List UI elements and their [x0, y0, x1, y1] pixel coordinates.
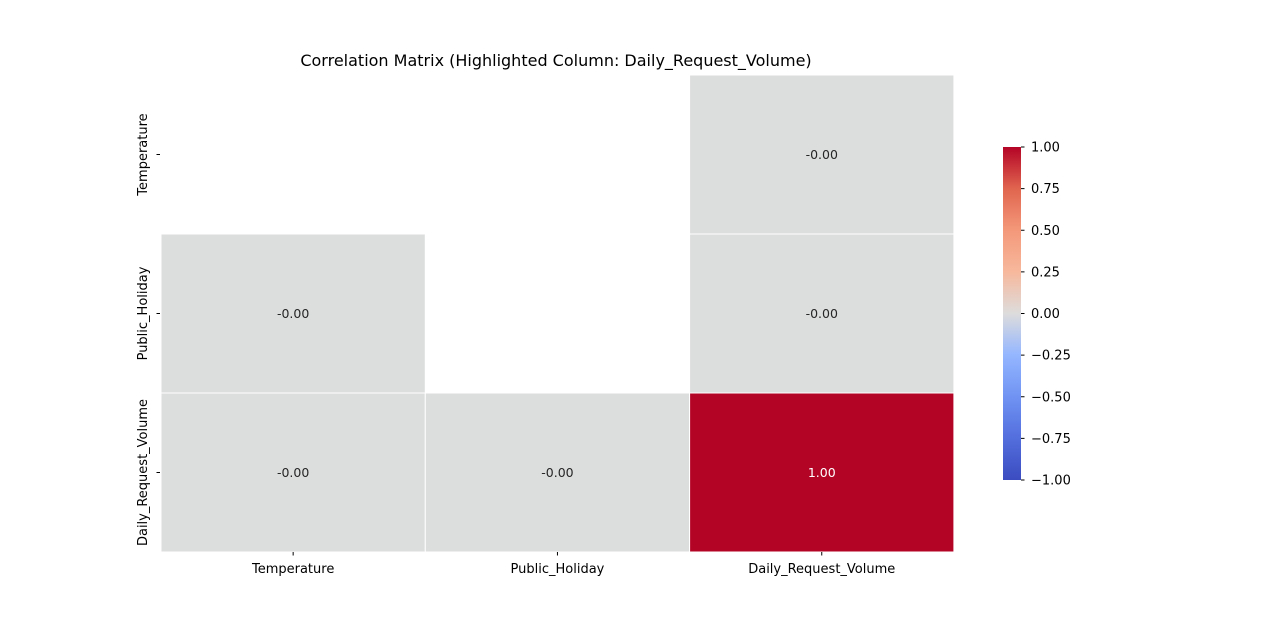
cell-value-label: -0.00 [277, 306, 309, 321]
heatmap-cells: -0.00 -0.00 -0.00 -0.00 -0.00 1.00 [160, 74, 955, 553]
colorbar-gradient [1003, 147, 1021, 480]
colorbar-tick-label: 0.25 [1031, 265, 1060, 280]
x-tick-label: Temperature [251, 562, 334, 577]
colorbar-tick-label: 0.50 [1031, 224, 1060, 239]
heatmap-cell [689, 74, 955, 235]
cell-value-label: -0.00 [277, 465, 309, 480]
colorbar-tick-label: 0.75 [1031, 182, 1060, 197]
colorbar-tick-label: −1.00 [1031, 474, 1071, 489]
colorbar: 1.00 0.75 0.50 0.25 0.00 −0.25 −0.50 −0.75 −1.00 [1003, 141, 1071, 489]
colorbar-tick-label: −0.50 [1031, 390, 1071, 405]
cell-value-label: -0.00 [541, 465, 573, 480]
cell-value-label: -0.00 [806, 147, 838, 162]
colorbar-tick-label: −0.75 [1031, 432, 1071, 447]
y-tick-label: Public_Holiday [136, 266, 151, 360]
cell-value-label: -0.00 [806, 306, 838, 321]
cell-value-label: 1.00 [808, 465, 836, 480]
heatmap-cell [689, 392, 955, 553]
heatmap-cell [424, 392, 691, 553]
colorbar-tick-label: 0.00 [1031, 307, 1060, 322]
chart-title: Correlation Matrix (Highlighted Column: … [300, 51, 811, 71]
y-axis: Temperature Public_Holiday Daily_Request_V… [136, 113, 160, 546]
heatmap-cell [160, 233, 426, 394]
colorbar-tick-label: −0.25 [1031, 349, 1071, 364]
y-tick-label: Daily_Request_Volume [136, 399, 151, 546]
heatmap-cell [689, 233, 955, 394]
x-tick-label: Public_Holiday [511, 562, 605, 577]
y-tick-label: Temperature [136, 113, 151, 196]
colorbar-tick-label: 1.00 [1031, 141, 1060, 156]
x-axis: Temperature Public_Holiday Daily_Request_V… [251, 552, 895, 577]
x-tick-label: Daily_Request_Volume [748, 562, 895, 577]
heatmap-cell [160, 392, 426, 553]
